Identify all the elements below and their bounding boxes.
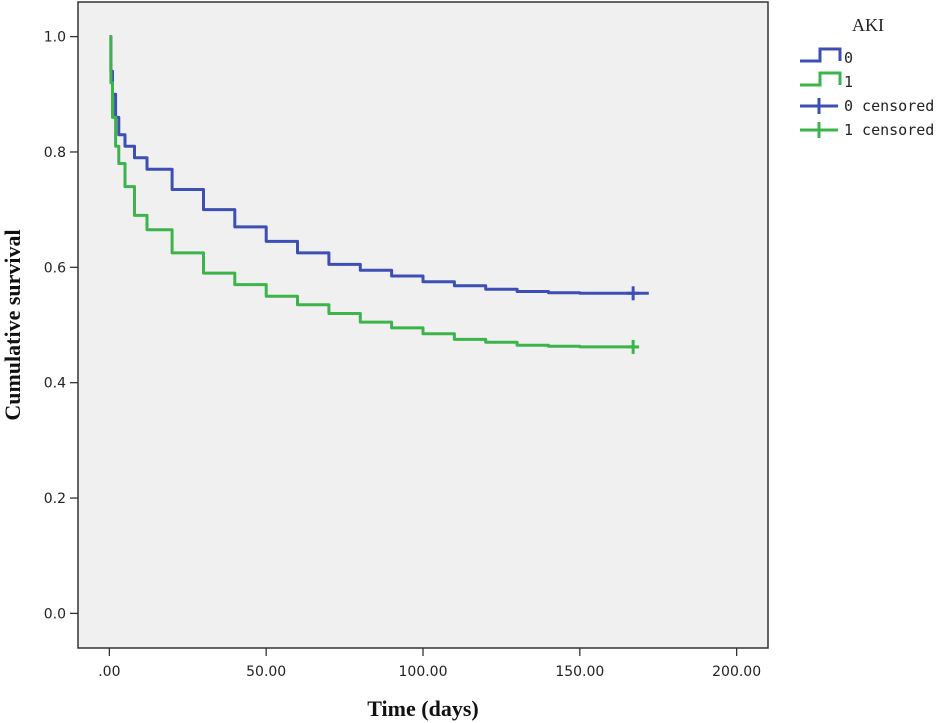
y-tick-label: 1.0 [44,30,66,46]
y-tick-label: 0.2 [44,491,66,507]
x-tick-label: 100.00 [399,664,448,680]
x-tick-label: .00 [98,664,120,680]
series-1-curve [109,35,634,349]
y-axis-title: Cumulative survival [0,229,25,420]
legend-title: AKI [852,15,884,35]
axes: 0.0 0.2 0.4 0.6 0.8 1.0 .00 50.00 100.00 150.00 20… [44,30,761,680]
y-tick-label: 0.4 [44,376,66,392]
x-tick-label: 50.00 [246,664,286,680]
legend-label-0: 0 [844,49,853,67]
x-tick-label: 200.00 [712,664,761,680]
x-tick-label: 150.00 [555,664,604,680]
series-0-curve [109,35,649,295]
y-tick-label: 0.8 [44,145,66,161]
legend-label-3: 1 censored [844,121,934,139]
x-axis-title: Time (days) [367,696,478,721]
legend-step-symbol [800,47,842,63]
series-layer [109,35,649,349]
legend-label-2: 0 censored [844,97,934,115]
legend-step-symbol [800,71,842,87]
y-tick-label: 0.0 [44,606,66,622]
censored-markers [627,286,640,354]
plot-area [77,1,769,649]
legend: AKI 0 1 0 censored 1 censored [800,15,934,139]
y-tick-label: 0.6 [44,260,66,276]
legend-label-1: 1 [844,73,853,91]
